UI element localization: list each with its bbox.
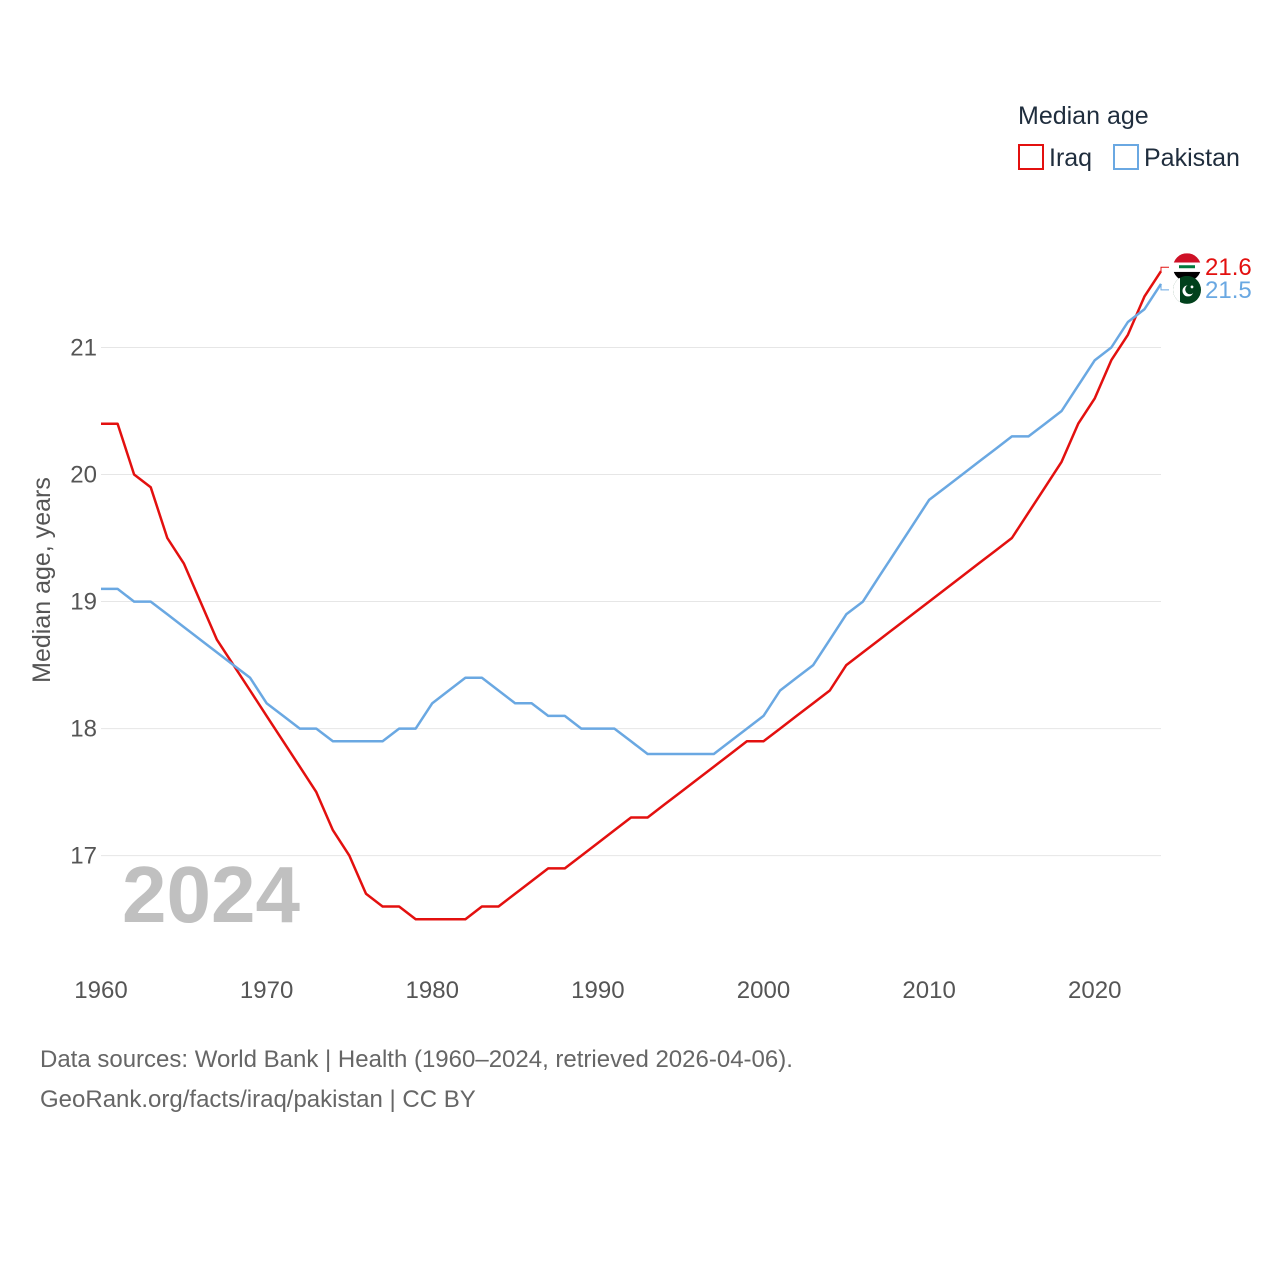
legend-label-iraq: Iraq — [1049, 144, 1092, 172]
y-axis-ticks: 17 18 19 20 21 — [70, 334, 97, 869]
year-watermark: 2024 — [122, 850, 300, 939]
x-tick-label-2000: 2000 — [737, 977, 790, 1004]
x-tick-label-2020: 2020 — [1068, 977, 1121, 1004]
y-tick-label-20: 20 — [70, 462, 97, 489]
series-line-iraq[interactable] — [101, 270, 1163, 921]
pakistan-flag-icon — [1173, 275, 1201, 304]
legend-swatch-pakistan — [1113, 144, 1139, 170]
legend-item-iraq[interactable]: Iraq — [1018, 144, 1092, 172]
end-label-pakistan: 21.5 — [1205, 277, 1252, 304]
gridlines — [101, 346, 1161, 857]
source-link[interactable]: GeoRank.org/facts/iraq/pakistan | CC BY — [40, 1086, 476, 1113]
y-tick-label-19: 19 — [70, 589, 97, 616]
end-connector-iraq — [1160, 266, 1169, 272]
x-tick-label-2010: 2010 — [902, 977, 955, 1004]
legend-swatch-iraq — [1018, 144, 1044, 170]
y-tick-label-17: 17 — [70, 843, 97, 870]
end-connector-pakistan — [1160, 283, 1169, 291]
x-axis-ticks: 1960 1970 1980 1990 2000 2010 2020 — [74, 977, 1121, 1004]
y-tick-label-21: 21 — [70, 334, 97, 361]
legend-label-pakistan: Pakistan — [1144, 144, 1240, 172]
x-tick-label-1980: 1980 — [406, 977, 459, 1004]
series-line-pakistan[interactable] — [101, 283, 1163, 756]
x-tick-label-1960: 1960 — [74, 977, 127, 1004]
end-labels: 21.621.5 — [1160, 253, 1252, 304]
legend: Median age Iraq Pakistan — [1018, 102, 1240, 172]
series-lines — [101, 270, 1163, 921]
end-label-iraq: 21.6 — [1205, 254, 1252, 281]
x-tick-label-1990: 1990 — [571, 977, 624, 1004]
legend-title: Median age — [1018, 102, 1149, 130]
y-tick-label-18: 18 — [70, 716, 97, 743]
data-sources: Data sources: World Bank | Health (1960–… — [40, 1046, 793, 1073]
y-axis-title: Median age, years — [28, 477, 56, 683]
legend-item-pakistan[interactable]: Pakistan — [1113, 144, 1240, 172]
x-tick-label-1970: 1970 — [240, 977, 293, 1004]
